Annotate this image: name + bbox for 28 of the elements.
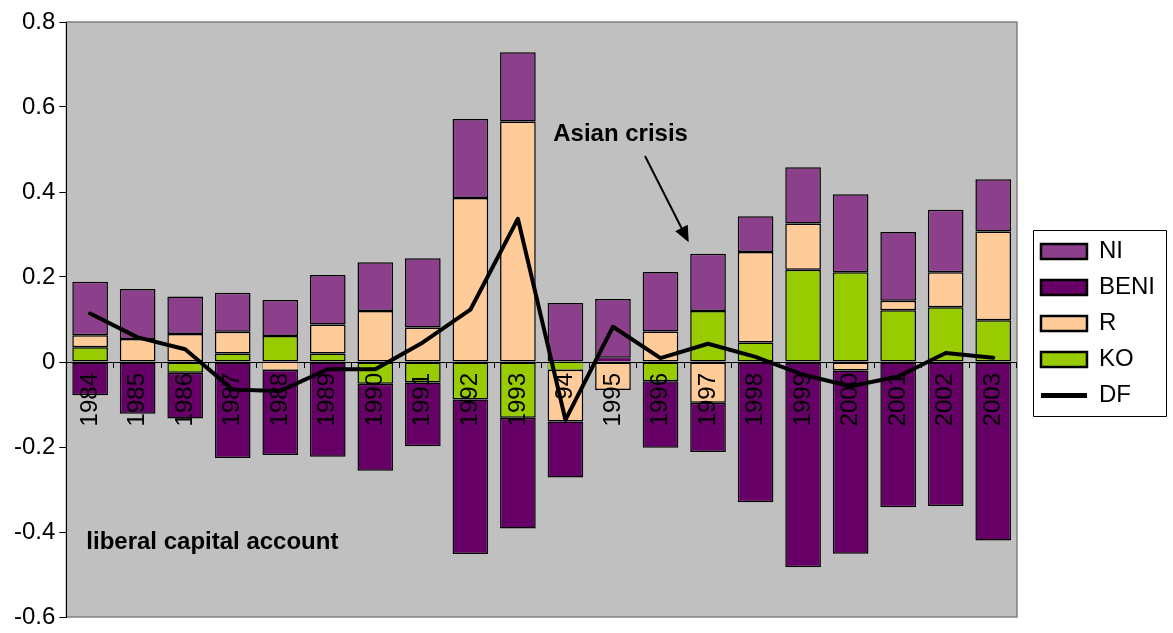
x-tick-label: 2003 <box>977 373 1005 427</box>
x-tick-label: 2002 <box>930 373 958 427</box>
x-tick-label: 1990 <box>359 373 387 427</box>
y-tick-label: 0.4 <box>21 176 56 204</box>
y-tick-label: -0.6 <box>14 601 56 629</box>
x-tick-label: 1989 <box>312 373 340 427</box>
x-tick-label: 1986 <box>169 373 197 427</box>
legend-label: NI <box>1098 236 1123 264</box>
x-tick-label: 1996 <box>645 373 673 427</box>
legend-label: R <box>1098 308 1117 336</box>
y-tick-label: 0.8 <box>21 6 56 34</box>
y-tick-label: 0.6 <box>21 91 56 119</box>
x-tick-label: 1991 <box>407 373 435 427</box>
legend-label: DF <box>1098 380 1131 408</box>
x-tick-label: 1992 <box>455 373 482 427</box>
annotation: Asian crisis <box>553 119 688 147</box>
x-tick-label: 1998 <box>740 373 768 427</box>
x-tick-label: 1984 <box>74 373 102 427</box>
x-tick-label: 1995 <box>597 373 625 427</box>
y-tick-label: -0.4 <box>14 516 56 544</box>
x-tick-label: 1985 <box>122 373 150 427</box>
y-tick-label: 0.2 <box>21 261 56 289</box>
legend-label: KO <box>1098 344 1134 372</box>
x-tick-label: 1997 <box>692 373 720 427</box>
y-tick-label: -0.2 <box>14 431 56 459</box>
annotation: liberal capital account <box>86 527 339 555</box>
y-tick-label: 0 <box>42 346 56 374</box>
legend-label: BENI <box>1098 272 1155 300</box>
